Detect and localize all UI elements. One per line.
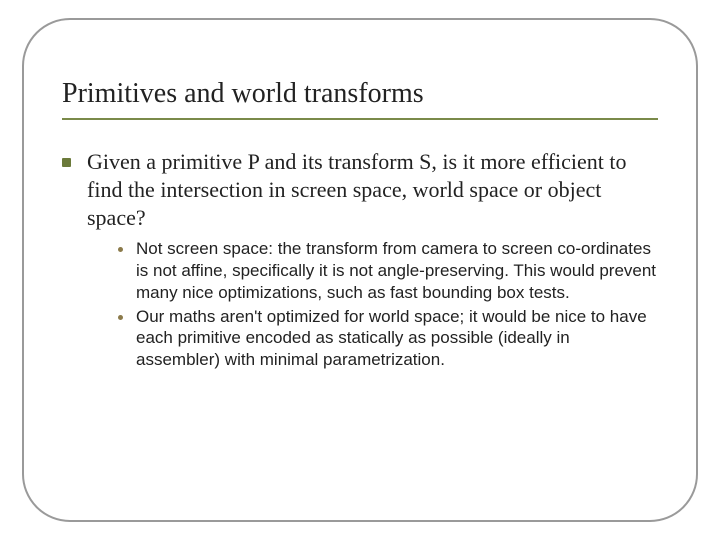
sub-bullet-text: Not screen space: the transform from cam… (136, 238, 658, 303)
sub-bullet-item: Not screen space: the transform from cam… (118, 238, 658, 303)
slide-content: Primitives and world transforms Given a … (62, 78, 658, 500)
dot-bullet-icon (118, 247, 123, 252)
main-bullet-item: Given a primitive P and its transform S,… (62, 148, 658, 232)
dot-bullet-icon (118, 315, 123, 320)
sub-list: Not screen space: the transform from cam… (62, 238, 658, 371)
square-bullet-icon (62, 158, 71, 167)
sub-bullet-item: Our maths aren't optimized for world spa… (118, 306, 658, 371)
main-list: Given a primitive P and its transform S,… (62, 148, 658, 232)
sub-bullet-text: Our maths aren't optimized for world spa… (136, 306, 658, 371)
main-bullet-text: Given a primitive P and its transform S,… (87, 148, 658, 232)
slide-title: Primitives and world transforms (62, 78, 658, 120)
